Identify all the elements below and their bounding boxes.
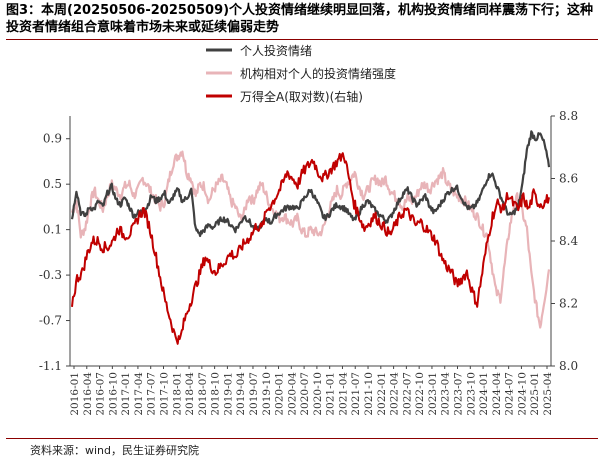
plot-lines <box>70 130 551 345</box>
x-tick-label: 2019-07 <box>248 372 260 416</box>
x-tick-label: 2025-04 <box>542 372 554 416</box>
x-tick-label: 2016-07 <box>95 372 107 416</box>
x-tick-label: 2020-10 <box>312 372 324 416</box>
x-tick-label: 2018-04 <box>184 372 196 416</box>
left-tick-label: -0.7 <box>39 314 62 328</box>
x-tick-label: 2019-04 <box>235 372 247 416</box>
title-rule <box>6 39 598 40</box>
x-tick-label: 2017-07 <box>146 372 158 416</box>
x-tick-label: 2022-10 <box>414 372 426 416</box>
x-tick-label: 2024-01 <box>478 372 490 416</box>
x-tick-label: 2017-01 <box>120 372 132 416</box>
line-chart: 0.9 0.5 0.1 -0.3 -0.7 -1.1 8.8 8.6 8.4 8.2 8.0 2016… <box>39 43 579 416</box>
x-tick-label: 2024-07 <box>504 372 516 416</box>
axes: 0.9 0.5 0.1 -0.3 -0.7 -1.1 8.8 8.6 8.4 8.2 8.0 2016… <box>39 109 579 416</box>
x-tick-label: 2021-04 <box>337 372 349 416</box>
x-tick-label: 2020-04 <box>286 372 298 416</box>
source-note: 资料来源：wind，民生证券研究院 <box>30 444 200 457</box>
left-tick-label: -0.3 <box>39 268 62 282</box>
x-tick-label: 2023-10 <box>465 372 477 416</box>
left-tick-label: -1.1 <box>39 359 62 373</box>
left-tick-label: 0.5 <box>43 177 62 191</box>
legend-label-2: 万得全A(取对数)(右轴) <box>240 89 363 104</box>
x-tick-label: 2018-10 <box>210 372 222 416</box>
x-tick-label: 2016-04 <box>82 372 94 416</box>
x-tick-label: 2023-07 <box>453 372 465 416</box>
right-tick-label: 8.8 <box>559 109 578 123</box>
x-tick-label: 2025-01 <box>529 372 541 416</box>
legend-label-1: 机构相对个人的投资情绪强度 <box>240 66 396 81</box>
x-tick-label: 2021-10 <box>363 372 375 416</box>
x-tick-label: 2022-04 <box>389 372 401 416</box>
x-tick-label: 2024-04 <box>491 372 503 416</box>
left-tick-label: 0.1 <box>43 223 62 237</box>
x-tick-label: 2023-04 <box>440 372 452 416</box>
x-tick-label: 2021-01 <box>325 372 337 416</box>
x-tick-label: 2020-07 <box>299 372 311 416</box>
x-tick-label: 2017-10 <box>158 372 170 416</box>
x-tick-label: 2022-07 <box>401 372 413 416</box>
left-tick-label: 0.9 <box>43 132 62 146</box>
right-tick-label: 8.0 <box>559 359 578 373</box>
x-tick-label: 2018-07 <box>197 372 209 416</box>
x-tick-label: 2018-01 <box>171 372 183 416</box>
x-tick-label: 2024-10 <box>516 372 528 416</box>
x-tick-label: 2020-01 <box>274 372 286 416</box>
x-tick-label: 2021-07 <box>350 372 362 416</box>
x-tick-label: 2023-01 <box>427 372 439 416</box>
series-line-0 <box>70 130 551 238</box>
right-tick-label: 8.6 <box>559 172 578 186</box>
x-tick-label: 2016-01 <box>69 372 81 416</box>
figure-title: 图3：本周(20250506-20250509)个人投资情绪继续明显回落，机构投… <box>6 3 594 35</box>
x-tick-label: 2022-01 <box>376 372 388 416</box>
right-tick-label: 8.2 <box>559 297 578 311</box>
x-tick-label: 2016-10 <box>107 372 119 416</box>
x-tick-label: 2019-10 <box>261 372 273 416</box>
series-line-2 <box>71 152 550 345</box>
source-rule <box>6 438 598 439</box>
x-tick-label: 2017-04 <box>133 372 145 416</box>
x-tick-label: 2019-01 <box>222 372 234 416</box>
right-tick-label: 8.4 <box>559 234 578 248</box>
legend-label-0: 个人投资情绪 <box>240 43 312 58</box>
